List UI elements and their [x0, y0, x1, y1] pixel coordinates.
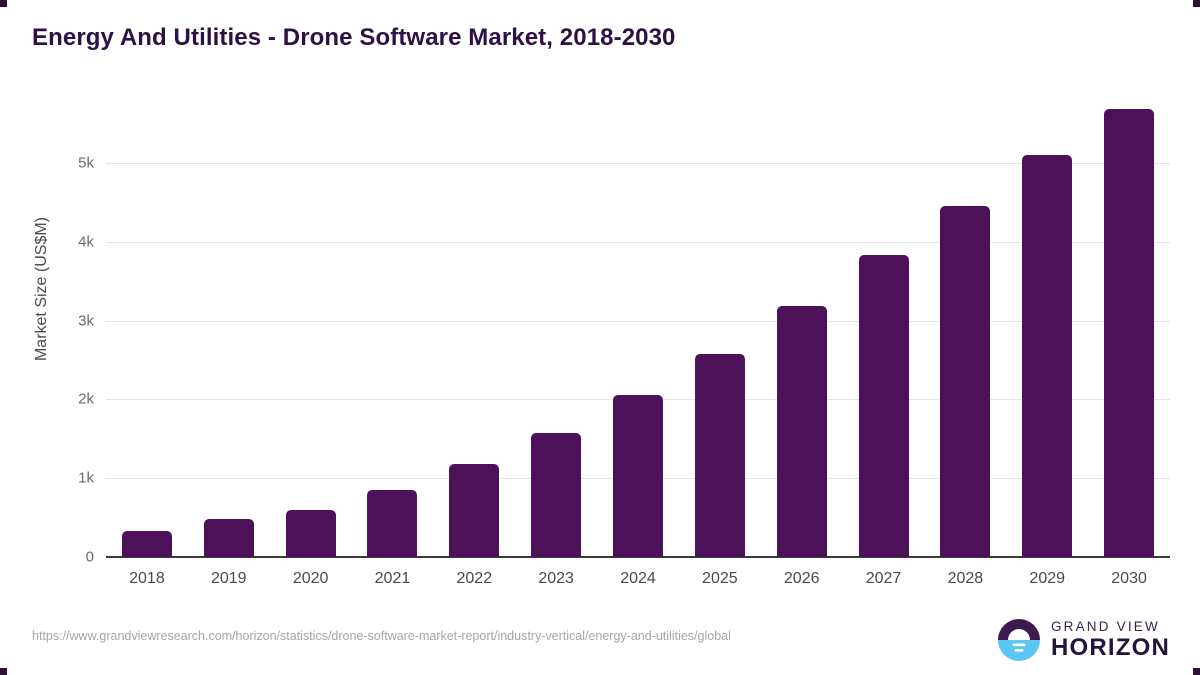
x-axis-tick-label-2019: 2019	[210, 570, 247, 587]
y-axis-tick-label: 5k	[78, 154, 94, 172]
x-axis-tick-label-2027: 2027	[865, 570, 902, 587]
corner-marker-bottom-left	[0, 668, 7, 675]
bar-2024[interactable]	[613, 395, 663, 557]
logo-line-grand-view: GRAND VIEW	[1050, 618, 1160, 634]
bar-2025[interactable]	[694, 353, 745, 557]
x-axis-tick-label-2024: 2024	[620, 570, 656, 587]
y-axis-tick-label: 4k	[78, 233, 94, 251]
corner-marker-top-left	[0, 0, 7, 7]
x-axis-tick-label-2028: 2028	[947, 570, 984, 587]
bar-2029[interactable]	[1022, 155, 1073, 557]
y-axis-tick-label: 1k	[78, 469, 94, 487]
gridline	[106, 320, 1170, 322]
bar-2020[interactable]	[285, 509, 336, 557]
corner-marker-bottom-right	[1193, 668, 1200, 675]
x-axis-tick-label-2023: 2023	[538, 570, 574, 587]
bar-2030[interactable]	[1104, 108, 1155, 557]
x-axis-tick-label-2030: 2030	[1111, 570, 1147, 587]
bar-2026[interactable]	[776, 306, 827, 557]
horizon-logo-icon	[997, 619, 1040, 661]
y-axis-tick-label: 3k	[78, 312, 94, 330]
x-axis-tick-label-2025: 2025	[702, 570, 738, 587]
y-axis-title: Market Size (US$M)	[33, 216, 50, 362]
gridline	[106, 241, 1170, 243]
x-axis-line	[106, 556, 1170, 558]
x-axis-tick-label-2018: 2018	[129, 570, 165, 587]
bar-2023[interactable]	[531, 433, 582, 557]
x-axis-tick-label-2020: 2020	[292, 570, 329, 587]
chart-title: Energy And Utilities - Drone Software Ma…	[32, 24, 676, 51]
bar-2027[interactable]	[858, 255, 909, 557]
source-url[interactable]: https://www.grandviewresearch.com/horizo…	[32, 629, 731, 643]
bar-2019[interactable]	[203, 519, 254, 557]
y-axis-tick-label: 0	[85, 548, 94, 566]
logo-line-horizon: HORIZON	[1050, 634, 1170, 662]
bar-2018[interactable]	[121, 530, 172, 557]
x-axis-tick-label-2026: 2026	[783, 570, 820, 587]
gridline	[106, 163, 1170, 164]
corner-marker-top-right	[1193, 0, 1200, 7]
bar-2021[interactable]	[367, 490, 418, 557]
x-axis-tick-label-2021: 2021	[374, 570, 411, 587]
grand-view-horizon-logo: GRAND VIEW HORIZON	[997, 618, 1170, 662]
x-axis-tick-label-2022: 2022	[456, 570, 493, 587]
bar-2022[interactable]	[449, 464, 500, 557]
logo-text: GRAND VIEW HORIZON	[1051, 620, 1170, 661]
x-axis-tick-label-2029: 2029	[1029, 570, 1066, 587]
bar-2028[interactable]	[940, 206, 991, 557]
y-axis-tick-label: 2k	[78, 390, 94, 408]
